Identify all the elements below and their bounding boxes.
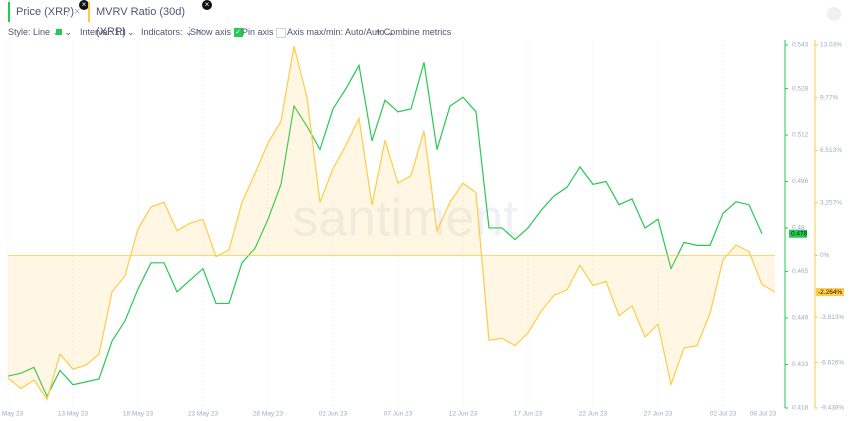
y2-tick-label: -9.438% [820,405,844,412]
y-tick-label: 0.48 [792,225,805,232]
line [7,62,763,398]
close-icon[interactable]: × [74,6,81,18]
tab[interactable]: MVRV Ratio (30d) (XRP) ⋮ × [88,2,208,38]
y2-tick-label: 0% [820,252,830,259]
settings-button[interactable] [827,7,841,21]
x-tick-label: 08 May 23 [0,411,24,418]
x-tick-label: 28 May 23 [253,411,284,418]
color-picker[interactable]: ⌄ [56,26,72,38]
y-tick-label: 0.543 [792,42,809,49]
x-tick-label: 17 Jun 23 [514,411,543,418]
show-axis-toggle[interactable]: Show axis ✓ [190,27,243,38]
line [7,45,776,401]
combine-button[interactable]: + Combine metrics [376,27,452,37]
value-badge-label: -2.264% [818,289,842,296]
value-badge [789,229,807,238]
value-badge [816,288,844,297]
label: Interval: 1d [80,27,125,37]
tab-label: MVRV Ratio (30d) (XRP) [96,6,186,38]
value-badge-label: 0.478 [791,230,808,237]
remove-badge[interactable]: × [202,0,212,10]
label: Indicators: [141,27,183,37]
remove-badge[interactable]: × [79,0,89,10]
y-tick-label: 0.496 [792,178,809,185]
y2-tick-label: 9.77% [820,94,839,101]
y-tick-label: 0.465 [792,268,809,275]
label: Combine metrics [383,27,452,37]
x-tick-label: 27 Jun 23 [644,411,673,418]
y-tick-label: 0.418 [792,405,809,412]
x-tick-label: 23 May 23 [188,411,219,418]
y2-tick-label: 13.03% [820,42,842,49]
x-tick-label: 13 May 23 [58,411,89,418]
y-tick-label: 0.512 [792,132,809,139]
label: Style: Line [8,27,51,37]
area [8,45,775,400]
tab-label: Price (XRP) [16,6,75,18]
y2-tick-label: 3.257% [820,200,842,207]
x-tick-label: 08 Jul 23 [750,411,777,418]
y2-tick-label: 6.513% [820,147,842,154]
x-tick-label: 07 Jun 23 [384,411,413,418]
label: Pin axis [242,27,274,37]
x-tick-label: 22 Jun 23 [579,411,608,418]
axis-minmax-dropdown[interactable]: Axis max/min: Auto/Auto ⌄ [287,27,395,37]
y-tick-label: 0.449 [792,315,809,322]
indicators-dropdown[interactable]: Indicators: ⌄ [141,27,193,37]
pin-axis-toggle[interactable]: Pin axis [242,26,287,38]
watermark: santiment [292,190,518,248]
label: Axis max/min: Auto/Auto [287,27,385,37]
y2-tick-label: -6.626% [820,359,844,366]
y-tick-label: 0.528 [792,85,809,92]
close-icon[interactable]: × [196,26,203,38]
interval-dropdown[interactable]: Interval: 1d ⌄ [80,27,135,37]
menu-icon[interactable]: ⋮ [184,26,195,38]
menu-icon[interactable]: ⋮ [62,6,73,18]
tab[interactable]: Price (XRP) ⋮ × [8,2,84,22]
y-tick-label: 0.433 [792,361,809,368]
x-tick-label: 18 May 23 [123,411,154,418]
y2-tick-label: -3.813% [820,314,844,321]
x-tick-label: 12 Jun 23 [449,411,478,418]
x-tick-label: 02 Jun 23 [319,411,348,418]
label: Show axis [190,27,232,37]
x-tick-label: 02 Jul 23 [710,411,737,418]
